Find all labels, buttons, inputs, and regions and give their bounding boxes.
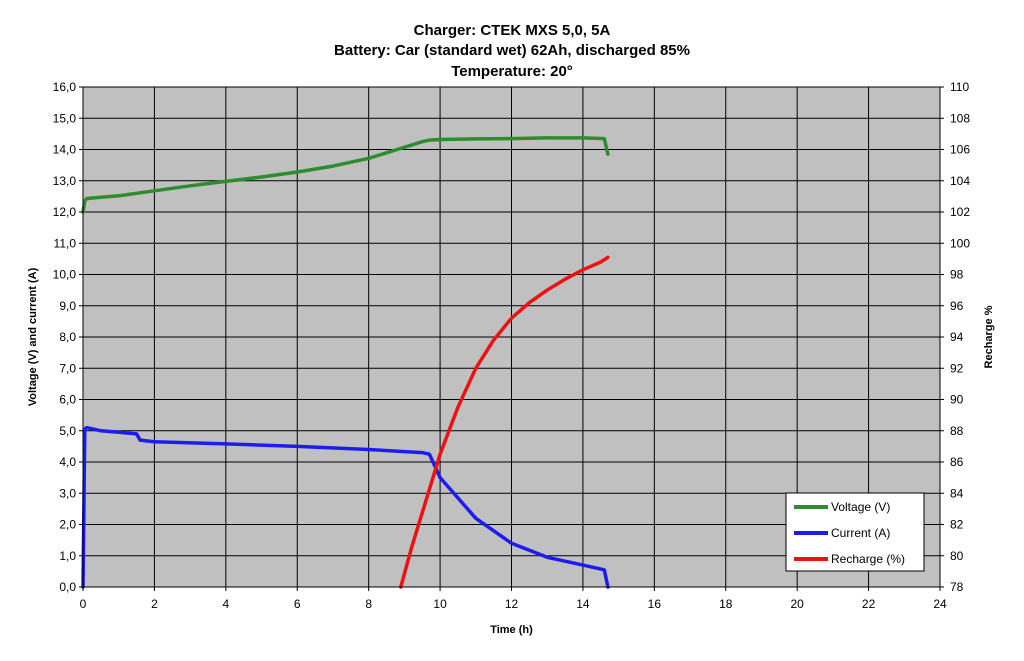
y-right-tick-label: 96 [950,299,964,313]
y-right-tick-label: 104 [950,174,970,188]
series-line-voltage [81,136,610,214]
y-right-tick-label: 94 [950,330,964,344]
y-left-tick-label: 10,0 [53,268,77,282]
legend: Voltage (V) Current (A) Recharge (%) [785,492,925,572]
y-left-tick-label: 4,0 [59,455,76,469]
x-tick-label: 2 [151,597,158,611]
y-right-tick-label: 78 [950,580,964,594]
x-axis-label: Time (h) [490,624,533,636]
y-right-tick-label: 98 [950,268,964,282]
x-tick-label: 8 [365,597,372,611]
series-layer [81,136,610,589]
legend-entry: Recharge (%) [831,552,905,566]
y-right-tick-label: 86 [950,455,964,469]
x-tick-label: 24 [933,597,947,611]
y-left-tick-label: 7,0 [59,361,76,375]
y-right-tick-label: 92 [950,361,964,375]
y-left-axis-ticks: 0,0 1,0 2,0 3,0 4,0 5,0 6,0 7,0 8,0 9,0 10,0 11,0 12… [53,80,83,594]
chart-title-line-2: Battery: Car (standard wet) 62Ah, discha… [334,42,690,59]
x-tick-label: 14 [576,597,590,611]
x-tick-label: 10 [433,597,447,611]
y-right-tick-label: 88 [950,424,964,438]
y-left-tick-label: 1,0 [59,549,76,563]
y-left-tick-label: 14,0 [53,143,77,157]
x-tick-label: 22 [862,597,876,611]
y-right-tick-label: 106 [950,143,970,157]
y-left-axis-label: Voltage (V) and current (A) [27,267,39,406]
x-axis-ticks: 0 2 4 6 8 10 12 14 16 18 20 22 24 [80,587,947,611]
y-right-axis-label: Recharge % [983,305,995,368]
y-right-tick-label: 82 [950,518,964,532]
y-right-tick-label: 80 [950,549,964,563]
y-left-tick-label: 9,0 [59,299,76,313]
chart-title-line-1: Charger: CTEK MXS 5,0, 5A [413,22,611,39]
y-left-tick-label: 13,0 [53,174,77,188]
y-left-tick-label: 0,0 [59,580,76,594]
x-tick-label: 18 [719,597,733,611]
y-left-tick-label: 6,0 [59,393,76,407]
x-tick-label: 20 [790,597,804,611]
x-tick-label: 12 [505,597,519,611]
x-tick-label: 0 [80,597,87,611]
y-right-tick-label: 110 [950,80,969,94]
series-line-recharge [399,255,610,589]
series-line-current [81,425,610,589]
y-left-tick-label: 5,0 [59,424,76,438]
y-left-tick-label: 3,0 [59,486,76,500]
y-left-tick-label: 15,0 [53,111,77,125]
legend-entry: Voltage (V) [831,500,890,514]
y-right-tick-label: 90 [950,393,964,407]
y-left-tick-label: 11,0 [54,236,77,250]
x-tick-label: 6 [294,597,301,611]
legend-entry: Current (A) [831,526,890,540]
y-right-axis-ticks: 78 80 82 84 86 88 90 92 94 96 98 100 102 104 106 108 110 [940,80,970,594]
x-tick-label: 4 [222,597,229,611]
y-left-tick-label: 12,0 [53,205,77,219]
y-right-tick-label: 100 [950,236,970,250]
y-right-tick-label: 102 [950,205,970,219]
y-left-tick-label: 2,0 [59,518,76,532]
y-right-tick-label: 84 [950,486,964,500]
chart-title-line-3: Temperature: 20° [451,63,573,80]
x-tick-label: 16 [648,597,662,611]
y-left-tick-label: 8,0 [59,330,76,344]
y-left-tick-label: 16,0 [53,80,77,94]
y-right-tick-label: 108 [950,111,970,125]
